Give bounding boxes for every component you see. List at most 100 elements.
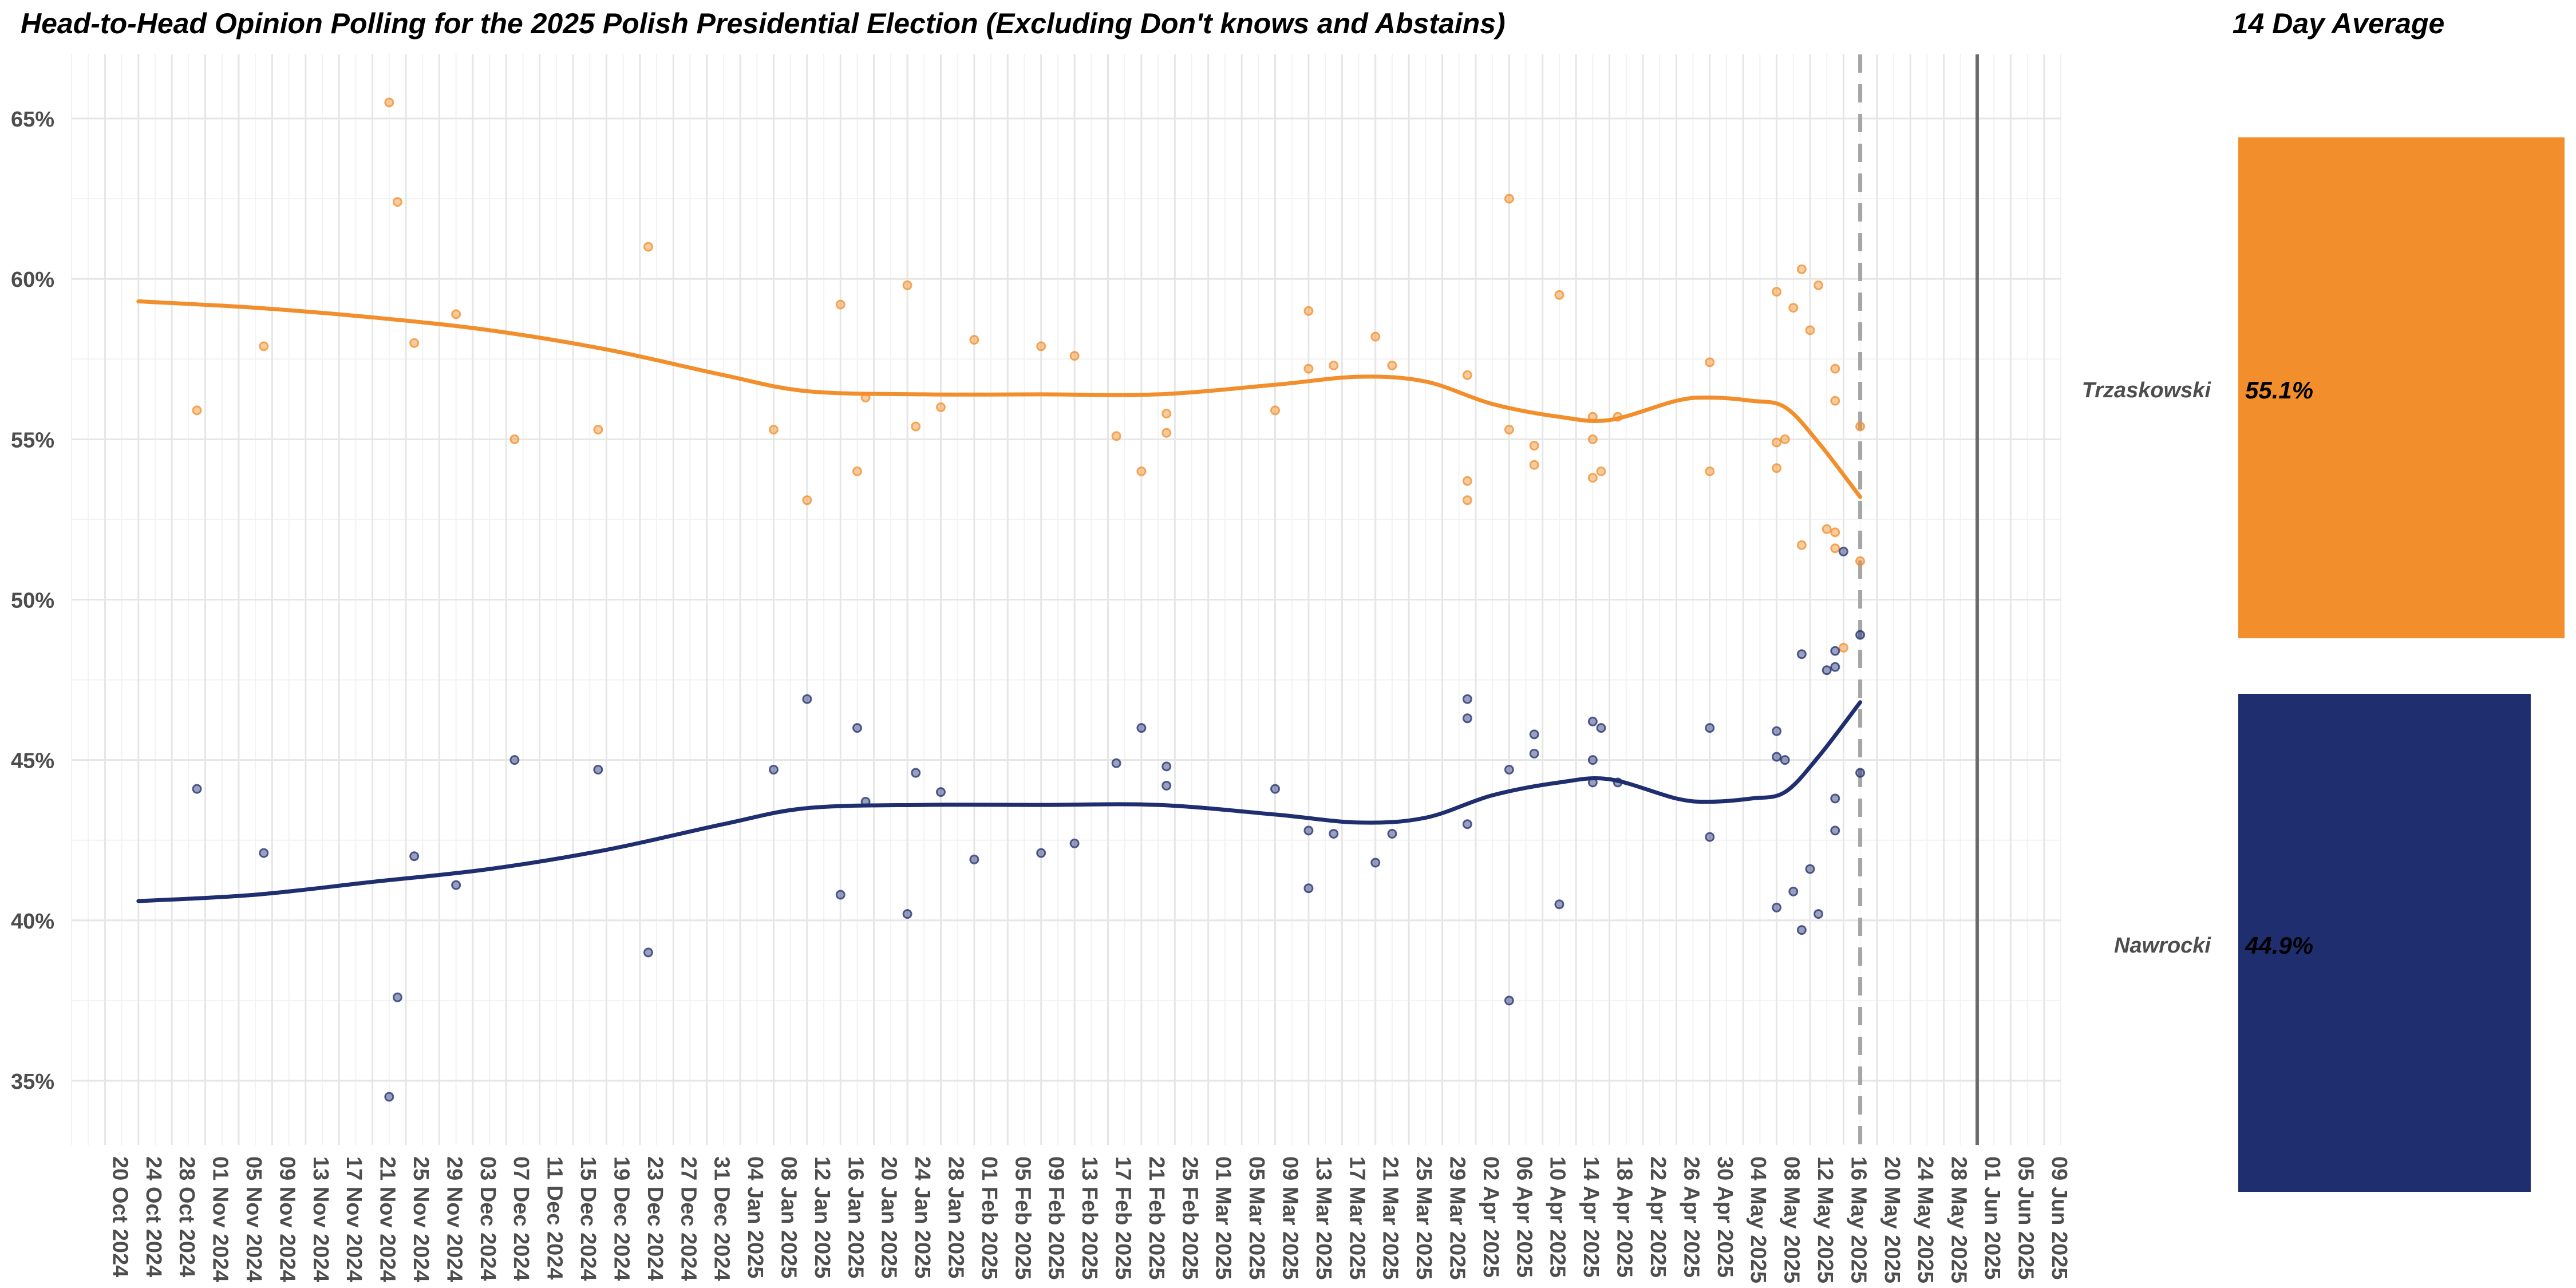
- poll-point: [802, 495, 812, 505]
- average-panel-title: 14 Day Average: [2233, 7, 2445, 39]
- poll-point: [969, 335, 979, 345]
- poll-point: [852, 723, 862, 733]
- x-tick-label: 09 Nov 2024: [275, 1156, 299, 1282]
- poll-point: [1069, 838, 1080, 848]
- poll-point: [1855, 556, 1866, 566]
- x-tick-label: 09 Feb 2025: [1044, 1156, 1068, 1279]
- poll-point: [1788, 303, 1799, 313]
- x-tick-label: 16 Jan 2025: [843, 1156, 867, 1278]
- poll-point: [1587, 434, 1598, 444]
- poll-point: [1830, 527, 1840, 538]
- x-tick-label: 04 May 2025: [1746, 1156, 1770, 1283]
- poll-point: [451, 309, 461, 319]
- poll-point: [1596, 466, 1606, 476]
- poll-point: [1822, 524, 1832, 534]
- poll-point: [1796, 649, 1807, 659]
- poll-point: [1136, 466, 1147, 476]
- poll-point: [768, 425, 779, 435]
- poll-point: [1830, 543, 1840, 554]
- poll-point: [509, 434, 520, 444]
- poll-point: [1161, 780, 1172, 791]
- poll-point: [1587, 755, 1598, 765]
- average-bar: [2238, 694, 2531, 1192]
- poll-point: [1462, 694, 1472, 704]
- poll-point: [384, 1092, 394, 1102]
- poll-point: [1830, 364, 1840, 374]
- poll-point: [1772, 287, 1782, 297]
- x-tick-label: 05 Jun 2025: [2013, 1156, 2037, 1279]
- poll-point: [1504, 425, 1514, 435]
- x-tick-label: 17 Nov 2024: [342, 1156, 366, 1282]
- x-tick-label: 01 Feb 2025: [977, 1156, 1001, 1279]
- x-tick-label: 10 Apr 2025: [1546, 1156, 1570, 1278]
- poll-point: [451, 880, 461, 890]
- poll-point: [1387, 829, 1397, 839]
- poll-point: [1529, 729, 1539, 740]
- x-tick-label: 30 Apr 2025: [1713, 1156, 1737, 1278]
- poll-point: [1587, 473, 1598, 483]
- poll-point: [1069, 351, 1080, 361]
- poll-point: [1462, 819, 1472, 829]
- candidate-label: Nawrocki: [2114, 934, 2211, 958]
- poll-point: [643, 947, 653, 958]
- x-tick-label: 15 Dec 2024: [576, 1156, 600, 1281]
- poll-point: [852, 466, 862, 476]
- x-tick-label: 22 Apr 2025: [1646, 1156, 1670, 1278]
- poll-point: [1830, 793, 1840, 804]
- poll-point: [911, 421, 921, 432]
- poll-point: [1303, 883, 1314, 894]
- x-tick-label: 20 May 2025: [1880, 1156, 1904, 1283]
- poll-point: [1705, 832, 1715, 842]
- x-tick-label: 24 Jan 2025: [910, 1156, 934, 1278]
- x-tick-label: 25 Nov 2024: [409, 1156, 433, 1282]
- x-tick-label: 12 May 2025: [1813, 1156, 1837, 1283]
- poll-point: [1504, 193, 1514, 204]
- poll-point: [1387, 360, 1397, 370]
- poll-point: [259, 341, 269, 351]
- poll-point: [1814, 909, 1824, 919]
- x-tick-label: 06 Apr 2025: [1512, 1156, 1536, 1278]
- poll-point: [1370, 331, 1381, 342]
- poll-point: [835, 890, 846, 900]
- poll-point: [1796, 540, 1807, 550]
- poll-point: [1772, 726, 1782, 736]
- x-tick-label: 14 Apr 2025: [1579, 1156, 1603, 1278]
- poll-point: [1830, 646, 1840, 656]
- x-tick-label: 19 Dec 2024: [609, 1156, 633, 1281]
- poll-point: [1554, 290, 1564, 300]
- trend-lines: [136, 299, 1863, 903]
- poll-point: [1462, 370, 1472, 380]
- poll-point: [1805, 325, 1815, 335]
- poll-point: [1830, 662, 1840, 672]
- poll-point: [1705, 357, 1715, 368]
- x-tick-label: 09 Jun 2025: [2047, 1156, 2071, 1279]
- poll-point: [1772, 437, 1782, 448]
- x-tick-label: 20 Oct 2024: [108, 1156, 132, 1277]
- x-axis-ticks: 20 Oct 2024 24 Oct 2024 28 Oct 2024 01 Nov …: [108, 1156, 2071, 1283]
- poll-point: [1370, 858, 1381, 868]
- x-tick-label: 29 Mar 2025: [1445, 1156, 1469, 1280]
- poll-point: [1462, 476, 1472, 486]
- y-tick-label: 65%: [11, 108, 54, 132]
- poll-point: [1529, 460, 1539, 470]
- trend-line: [136, 700, 1863, 903]
- x-tick-label: 24 Oct 2024: [141, 1156, 165, 1277]
- poll-point: [1161, 428, 1172, 438]
- poll-point: [192, 784, 202, 794]
- x-tick-label: 01 Mar 2025: [1211, 1156, 1235, 1280]
- poll-point: [409, 851, 420, 862]
- poll-point: [1855, 630, 1866, 640]
- poll-point: [1838, 546, 1848, 556]
- x-tick-label: 12 Jan 2025: [810, 1156, 834, 1278]
- poll-point: [1270, 784, 1281, 794]
- poll-point: [1814, 280, 1824, 290]
- poll-point: [392, 992, 402, 1002]
- x-tick-label: 03 Dec 2024: [476, 1156, 500, 1281]
- poll-point: [1772, 902, 1782, 912]
- poll-point: [509, 755, 520, 765]
- x-tick-label: 08 May 2025: [1780, 1156, 1804, 1283]
- poll-point: [1329, 829, 1339, 839]
- x-tick-label: 28 May 2025: [1947, 1156, 1971, 1283]
- poll-point: [1796, 264, 1807, 274]
- x-tick-label: 05 Nov 2024: [242, 1156, 266, 1282]
